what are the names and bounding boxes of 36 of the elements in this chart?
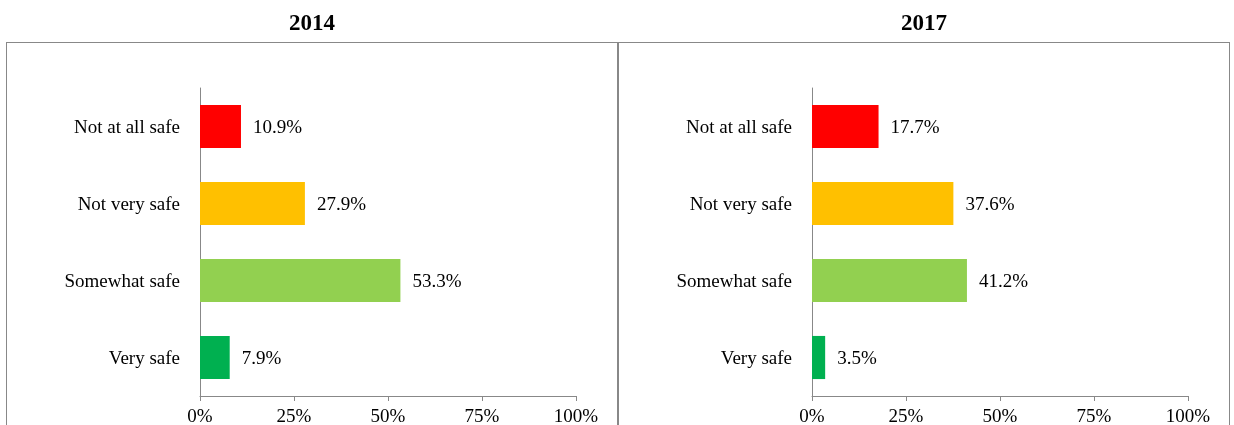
x-tick-label: 50%: [370, 405, 406, 425]
data-label: 37.6%: [965, 193, 1015, 214]
x-tick-label: 25%: [276, 405, 312, 425]
data-label: 27.9%: [316, 193, 367, 214]
bar: [812, 104, 879, 149]
bar: [200, 335, 230, 380]
data-label: 7.9%: [241, 347, 282, 368]
data-label: 53.3%: [412, 270, 462, 291]
data-label: 17.7%: [890, 116, 940, 137]
bar: [812, 181, 954, 226]
y-tick-label: Somewhat safe: [64, 270, 180, 291]
y-tick-label: Not at all safe: [685, 116, 792, 137]
y-tick-label: Very safe: [108, 347, 180, 368]
bar: [812, 258, 967, 303]
x-tick-label: 0%: [187, 405, 213, 425]
y-tick-label: Very safe: [720, 347, 792, 368]
y-tick-label: Not very safe: [689, 193, 792, 214]
y-tick-label: Somewhat safe: [676, 270, 792, 291]
chart-title: 2017: [901, 10, 947, 35]
x-tick-label: 50%: [982, 405, 1018, 425]
data-label: 3.5%: [837, 347, 877, 368]
data-label: 10.9%: [252, 116, 303, 137]
x-tick-label: 100%: [553, 405, 599, 425]
x-tick-label: 0%: [799, 405, 825, 425]
x-tick-label: 25%: [888, 405, 924, 425]
chart-title: 2014: [289, 10, 336, 35]
data-label: 41.2%: [978, 270, 1029, 291]
bar: [200, 181, 305, 226]
bar: [200, 104, 241, 149]
bar: [812, 335, 826, 380]
x-tick-label: 75%: [464, 405, 500, 425]
x-tick-label: 75%: [1076, 405, 1112, 425]
x-tick-label: 100%: [1165, 405, 1211, 425]
bar: [200, 258, 401, 303]
y-tick-label: Not at all safe: [73, 116, 180, 137]
y-tick-label: Not very safe: [77, 193, 180, 214]
